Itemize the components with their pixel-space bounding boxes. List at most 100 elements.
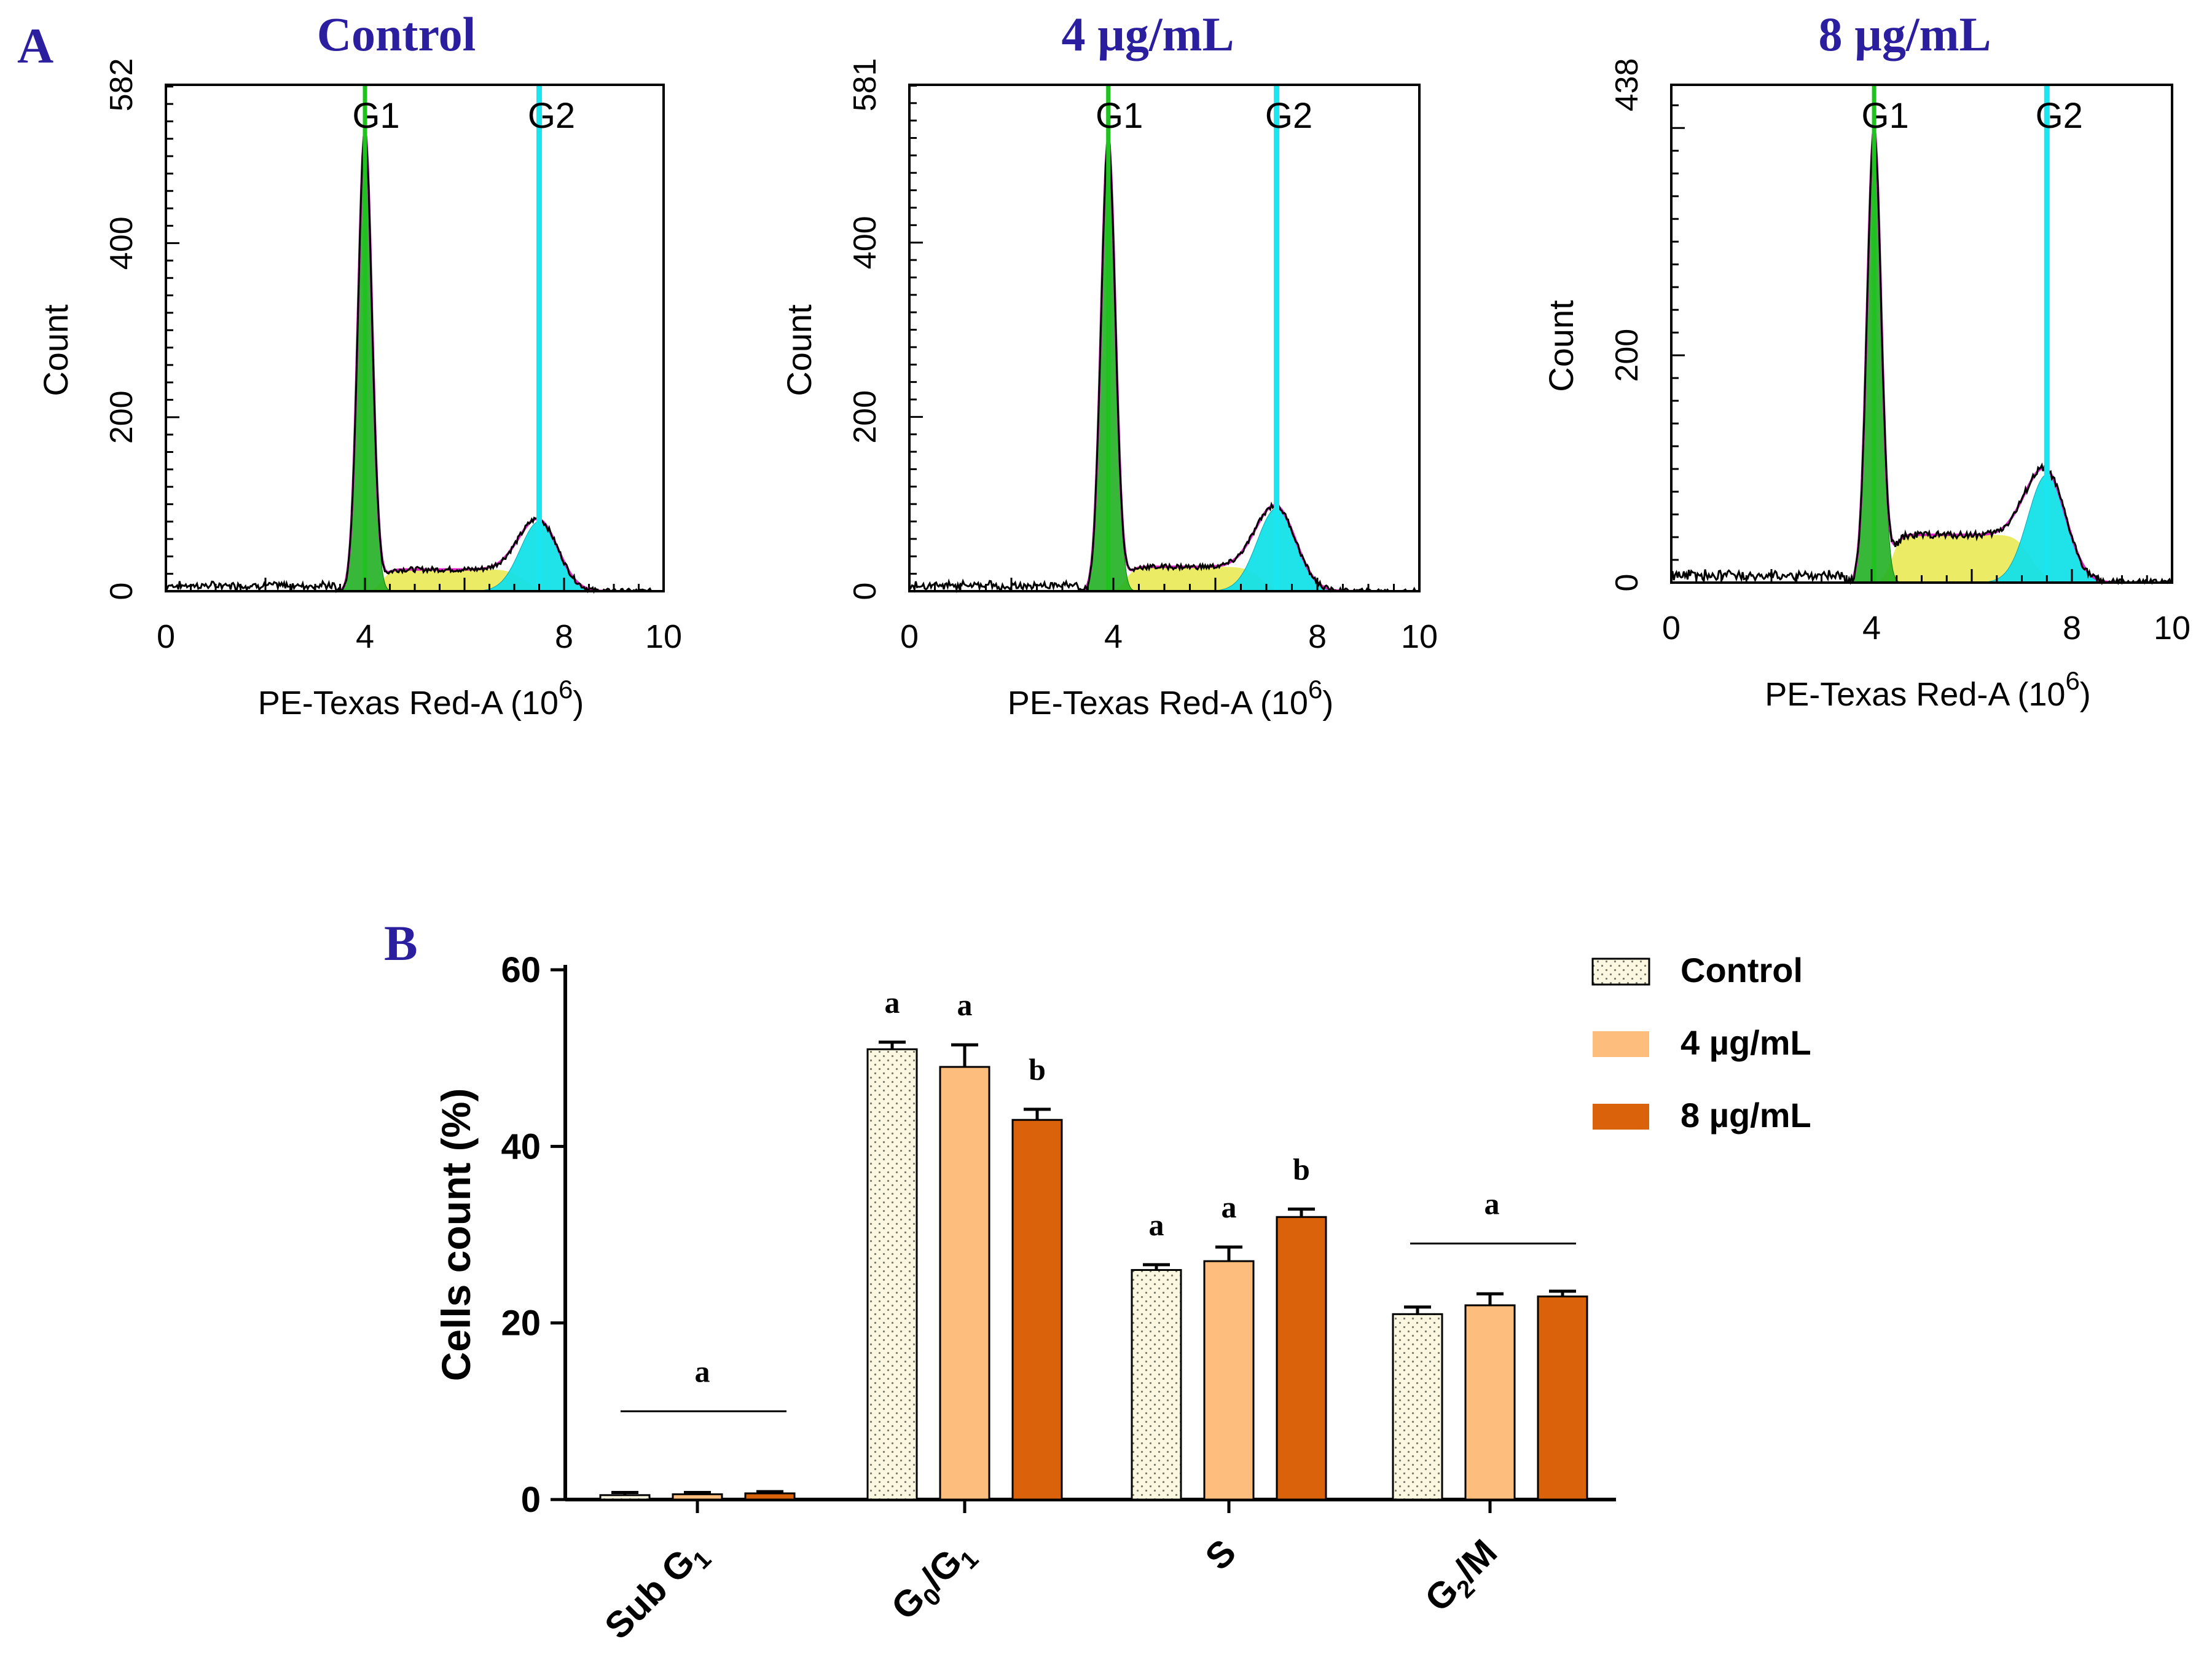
legend-swatch: [1593, 1104, 1649, 1130]
x-axis-exponent: 6: [2065, 666, 2079, 695]
category-label: Sub G1: [597, 1532, 716, 1651]
s-phase-area: [909, 567, 1419, 591]
x-tick-label: 10: [645, 618, 682, 655]
data-histogram-line: [909, 138, 1419, 594]
y-axis-title: Count: [780, 304, 818, 396]
bar-y-axis-title: Cells count (%): [433, 1088, 479, 1382]
model-fit-line: [909, 137, 1419, 592]
y-tick-label: 400: [104, 216, 139, 270]
x-axis-exponent: 6: [559, 675, 573, 704]
g1-label: G1: [1861, 96, 1908, 136]
x-tick-label: 0: [157, 618, 175, 655]
y-tick-label: 581: [847, 58, 883, 112]
histogram-title: 4 µg/mL: [1061, 7, 1234, 61]
x-axis-title: PE-Texas Red-A (106): [1008, 675, 1334, 722]
bar-1-2: [1203, 1260, 1255, 1501]
category-label-part: Sub G: [597, 1541, 702, 1647]
y-tick-label: 200: [847, 390, 883, 444]
category-label: S: [1198, 1532, 1244, 1578]
x-tick-label: 4: [356, 618, 374, 655]
x-axis-close: ): [2080, 676, 2091, 713]
s-phase-area: [166, 569, 664, 591]
g2-label: G2: [1265, 96, 1312, 136]
g1-peak-area: [909, 138, 1419, 592]
x-tick-label: 10: [1401, 618, 1438, 655]
category-label: G0/G1: [884, 1532, 984, 1632]
bar-0-0: [599, 1494, 651, 1501]
y-tick-label: 0: [104, 583, 139, 600]
y-tick-label: 200: [104, 390, 139, 444]
significance-letter: a: [885, 985, 900, 1020]
bar-2-2: [1276, 1216, 1327, 1501]
bar-1-0: [672, 1493, 723, 1501]
bar-y-tick-label: 40: [501, 1127, 541, 1166]
significance-letter: a: [1222, 1190, 1237, 1224]
bar-y-tick-label: 20: [501, 1303, 541, 1343]
model-fit-line: [166, 130, 664, 592]
bar-0-1: [866, 1048, 918, 1501]
histogram-4ug: G1 G2 0 200 400 581 0 4 8 10 Count PE-Texas Red-A (…: [780, 7, 1438, 722]
data-histogram-line: [165, 128, 664, 594]
bar-chart: 0 20 40 60 Cells count (%) Sub G1 G0/G1 S G2/M a a…: [433, 950, 1616, 1651]
category-label: G2/M: [1417, 1532, 1509, 1624]
x-axis-title: PE-Texas Red-A (106): [258, 675, 584, 722]
bar-y-tick-label: 60: [501, 950, 541, 990]
significance-letter: a: [957, 988, 973, 1022]
x-tick-label: 8: [1308, 618, 1327, 655]
x-axis-title: PE-Texas Red-A (106): [1765, 666, 2091, 713]
x-tick-label: 0: [900, 618, 919, 655]
histogram-title: 8 µg/mL: [1818, 7, 1991, 61]
bar-y-tick-label: 0: [521, 1480, 541, 1520]
histogram-title: Control: [317, 7, 476, 61]
g1-label: G1: [352, 96, 399, 136]
bar-0-3: [1392, 1313, 1443, 1501]
bar-0-2: [1131, 1268, 1182, 1501]
x-axis-close: ): [573, 685, 584, 722]
x-axis-name: PE-Texas Red-A (10: [1765, 676, 2065, 713]
legend-swatch: [1591, 957, 1650, 986]
significance-letter: a: [1484, 1186, 1500, 1221]
panel-a-label: A: [17, 18, 53, 74]
legend-label: 8 µg/mL: [1681, 1096, 1811, 1134]
g2-label: G2: [528, 96, 575, 136]
x-tick-label: 10: [2154, 610, 2190, 647]
x-axis-name: PE-Texas Red-A (10: [1008, 685, 1308, 722]
bar-2-0: [744, 1492, 796, 1501]
data-histogram-line: [1670, 124, 2173, 586]
significance-letter: b: [1293, 1152, 1310, 1186]
histogram-control: G1 G2 0 200 400 582 0 4 8 10 Count PE-Texas Red-A (…: [36, 7, 682, 722]
x-axis-name: PE-Texas Red-A (10: [258, 685, 559, 722]
y-tick-label: 0: [847, 583, 883, 600]
panel-b-label: B: [384, 915, 418, 971]
legend: Control 4 µg/mL 8 µg/mL: [1591, 951, 1811, 1134]
y-tick-label: 438: [1609, 58, 1645, 112]
y-tick-label: 400: [847, 216, 883, 269]
histogram-8ug: G1 G2 0 200 438 0 4 8 10 Count PE-Texas Red-A (106…: [1542, 7, 2190, 713]
g2-label: G2: [2036, 96, 2083, 136]
s-phase-area: [1671, 535, 2172, 583]
y-axis-title: Count: [1542, 300, 1580, 392]
legend-swatch: [1593, 1031, 1649, 1057]
bar-1-3: [1464, 1304, 1516, 1501]
x-tick-label: 4: [1104, 618, 1123, 655]
g1-label: G1: [1096, 96, 1143, 136]
plot-frame: [908, 84, 1421, 592]
y-axis-title: Count: [36, 304, 75, 396]
bar-2-1: [1011, 1119, 1063, 1501]
g1-peak-area: [166, 130, 664, 592]
significance-letter: a: [1149, 1208, 1164, 1242]
x-tick-label: 4: [1862, 610, 1881, 647]
category-label-part: S: [1198, 1532, 1244, 1578]
x-axis-exponent: 6: [1308, 675, 1322, 704]
x-tick-label: 8: [2063, 610, 2081, 647]
bar-2-3: [1537, 1296, 1588, 1501]
legend-label: Control: [1681, 951, 1803, 989]
x-tick-label: 0: [1662, 610, 1681, 647]
y-tick-label: 582: [104, 58, 139, 112]
y-tick-label: 0: [1609, 574, 1645, 592]
significance-letter: b: [1029, 1052, 1046, 1087]
model-fit-line: [1671, 127, 2172, 584]
legend-label: 4 µg/mL: [1681, 1023, 1811, 1062]
y-tick-label: 200: [1609, 329, 1645, 382]
